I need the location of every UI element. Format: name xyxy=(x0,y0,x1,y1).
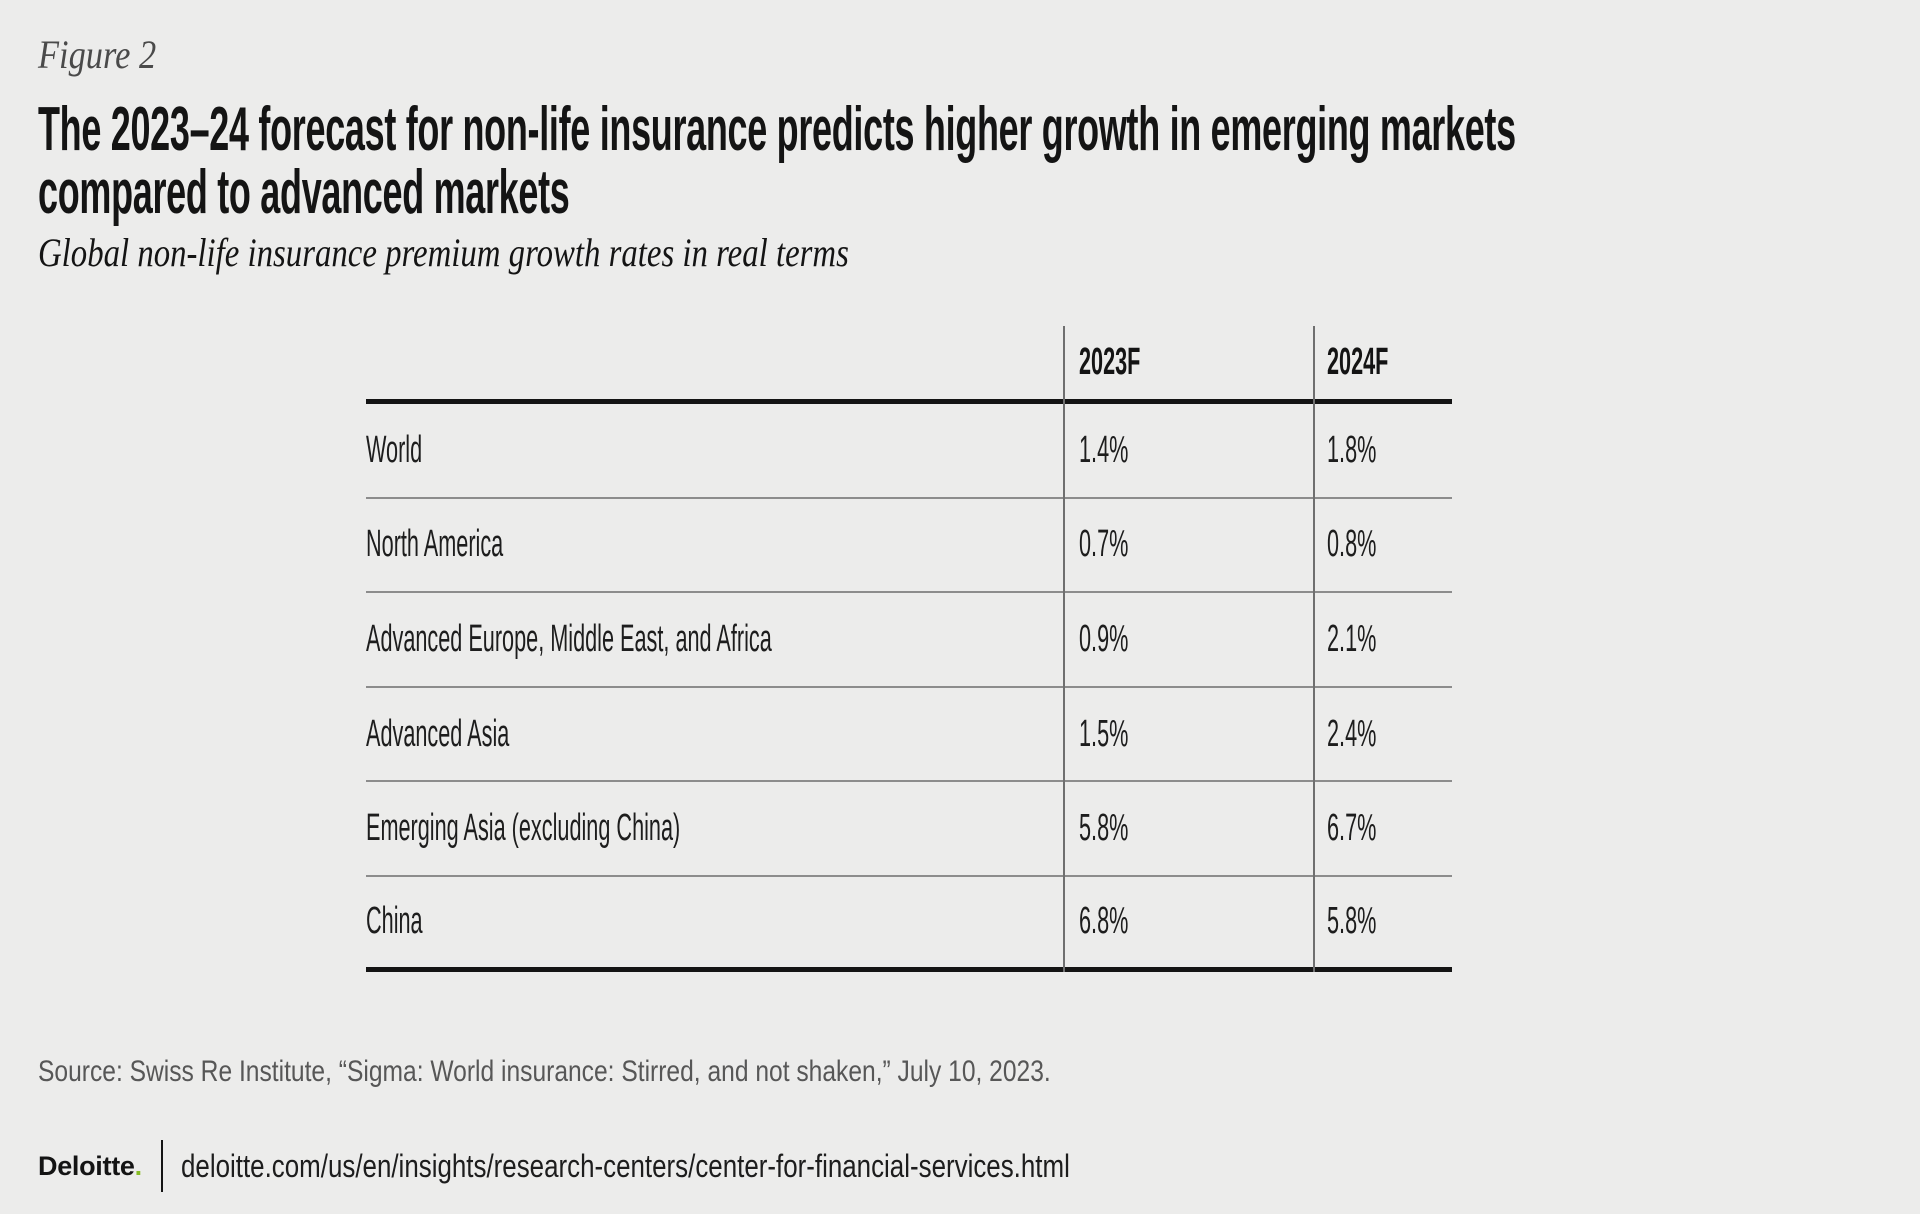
region-label-cell: World xyxy=(366,429,1063,472)
column-header-2023f: 2023F xyxy=(1079,341,1141,383)
table-body: World 1.4% 1.8% North America 0.7% 0.8% Advanc… xyxy=(366,404,1452,972)
region-label: Emerging Asia (excluding China) xyxy=(366,807,681,850)
deloitte-logo: Deloitte. xyxy=(38,1151,142,1182)
figure-title: The 2023–24 forecast for non-life insura… xyxy=(38,98,1516,224)
value-2023f: 0.9% xyxy=(1079,617,1129,660)
table-row: Advanced Asia 1.5% 2.4% xyxy=(366,688,1452,783)
deloitte-green-dot: . xyxy=(134,1150,143,1181)
value-2023f-cell: 1.4% xyxy=(1063,429,1313,472)
value-2024f: 5.8% xyxy=(1327,900,1377,943)
value-2023f: 1.4% xyxy=(1079,428,1129,471)
figure-label: Figure 2 xyxy=(38,32,157,77)
region-label-cell: North America xyxy=(366,523,1063,566)
value-2023f-cell: 0.9% xyxy=(1063,618,1313,661)
value-2023f-cell: 5.8% xyxy=(1063,807,1313,850)
value-2024f-cell: 0.8% xyxy=(1313,523,1452,566)
value-2023f-cell: 0.7% xyxy=(1063,523,1313,566)
value-2023f: 6.8% xyxy=(1079,900,1129,943)
region-label-cell: Emerging Asia (excluding China) xyxy=(366,807,1063,850)
figure-subtitle: Global non-life insurance premium growth… xyxy=(38,230,849,275)
value-2023f-cell: 1.5% xyxy=(1063,713,1313,756)
growth-rate-table: 2023F 2024F World 1.4% 1.8% North America 0.… xyxy=(366,326,1452,972)
column-header-cell: 2023F xyxy=(1063,341,1313,384)
region-label-cell: China xyxy=(366,900,1063,943)
value-2024f: 0.8% xyxy=(1327,523,1377,566)
table-row: Emerging Asia (excluding China) 5.8% 6.7% xyxy=(366,782,1452,877)
region-label: Advanced Asia xyxy=(366,712,510,755)
column-header-2024f: 2024F xyxy=(1327,341,1389,383)
table-row: Advanced Europe, Middle East, and Africa… xyxy=(366,593,1452,688)
value-2024f: 2.4% xyxy=(1327,712,1377,755)
figure-title-line2: compared to advanced markets xyxy=(38,158,570,227)
region-label: World xyxy=(366,428,423,471)
deloitte-wordmark: Deloitte xyxy=(38,1150,135,1181)
column-header-cell: 2024F xyxy=(1313,341,1452,384)
footer: Deloitte. deloitte.com/us/en/insights/re… xyxy=(38,1140,1278,1192)
table-row: North America 0.7% 0.8% xyxy=(366,499,1452,594)
value-2024f: 2.1% xyxy=(1327,617,1377,660)
column-divider-2024f xyxy=(1313,326,1315,972)
footer-divider xyxy=(160,1140,163,1192)
footer-url: deloitte.com/us/en/insights/research-cen… xyxy=(180,1147,1070,1184)
value-2024f-cell: 2.4% xyxy=(1313,713,1452,756)
region-label-cell: Advanced Asia xyxy=(366,713,1063,756)
value-2023f: 1.5% xyxy=(1079,712,1129,755)
value-2023f: 0.7% xyxy=(1079,523,1129,566)
region-label: North America xyxy=(366,523,504,566)
table-row: China 6.8% 5.8% xyxy=(366,877,1452,972)
region-label: Advanced Europe, Middle East, and Africa xyxy=(366,617,772,660)
table-header-row: 2023F 2024F xyxy=(366,326,1452,404)
source-note: Source: Swiss Re Institute, “Sigma: Worl… xyxy=(38,1055,1051,1088)
value-2023f-cell: 6.8% xyxy=(1063,900,1313,943)
value-2023f: 5.8% xyxy=(1079,807,1129,850)
value-2024f: 1.8% xyxy=(1327,428,1377,471)
value-2024f-cell: 5.8% xyxy=(1313,900,1452,943)
figure-title-line1: The 2023–24 forecast for non-life insura… xyxy=(38,95,1516,164)
table-row: World 1.4% 1.8% xyxy=(366,404,1452,499)
value-2024f: 6.7% xyxy=(1327,807,1377,850)
region-label-cell: Advanced Europe, Middle East, and Africa xyxy=(366,618,1063,661)
column-divider-2023f xyxy=(1063,326,1065,972)
region-label: China xyxy=(366,900,423,943)
value-2024f-cell: 2.1% xyxy=(1313,618,1452,661)
value-2024f-cell: 1.8% xyxy=(1313,429,1452,472)
value-2024f-cell: 6.7% xyxy=(1313,807,1452,850)
